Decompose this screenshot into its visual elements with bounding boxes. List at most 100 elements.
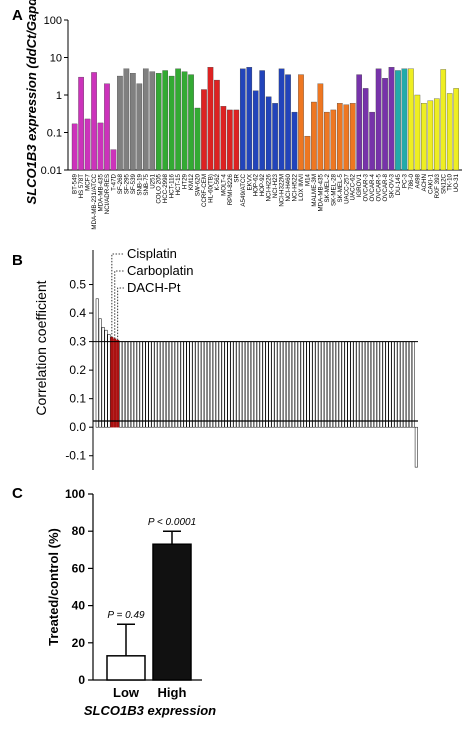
panel-a-bar — [84, 118, 91, 171]
panel-b-bar — [104, 329, 108, 428]
panel-a-x-tick-label: NCI-H226 — [266, 173, 273, 201]
panel-a-x-tick-label: HCC-2998 — [162, 173, 169, 203]
panel-a-y-tick-label: 0.01 — [41, 165, 62, 177]
panel-c-pvalue: P = 0.49 — [107, 610, 145, 621]
panel-b-bar — [335, 341, 339, 428]
panel-b-bar — [362, 341, 366, 428]
panel-a-x-tick-label: BT-549 — [72, 173, 79, 194]
panel-b-bar — [265, 341, 269, 428]
panel-b-bar — [206, 341, 210, 428]
panel-b-y-tick-label: 0.5 — [69, 278, 86, 292]
panel-a-bar — [265, 96, 272, 171]
panel-a-chart: SLCO1B3 expression (ddCt/Gapdh) 0.01 0.1 1… — [24, 0, 462, 230]
panel-b-bar — [280, 341, 284, 428]
panel-b-bar — [350, 341, 354, 428]
panel-c-xlabel: SLCO1B3 expression — [84, 703, 216, 718]
panel-b-bar — [327, 341, 330, 428]
panel-a-x-tick-label: PC-3 — [401, 173, 408, 188]
panel-b-bar — [411, 341, 415, 428]
panel-a-x-tick-label: SK-OV-3 — [389, 173, 396, 198]
panel-b-bar — [221, 341, 225, 428]
panel-a-bar — [453, 88, 459, 171]
panel-a-x-tick-label: HT29 — [182, 173, 189, 189]
panel-a-bar — [414, 94, 421, 171]
panel-a-bar — [395, 70, 401, 171]
panel-b-bar — [107, 334, 111, 428]
panel-b-bar — [414, 426, 418, 468]
panel-a-x-tick-label: 786-0 — [408, 173, 415, 189]
panel-b-bar — [230, 341, 234, 428]
panel-b-bar — [101, 327, 105, 428]
panel-b-bar — [370, 341, 374, 428]
panel-b-bar — [283, 341, 287, 428]
panel-a-bar — [149, 71, 156, 171]
panel-b-bar — [297, 341, 301, 428]
panel-a-x-tick-label: IGROV1 — [356, 173, 363, 197]
panel-a-bar — [298, 74, 304, 171]
panel-b-bar — [391, 341, 395, 428]
panel-a-bar — [272, 103, 278, 171]
panel-a-bar — [97, 122, 104, 171]
panel-b-bar — [186, 341, 190, 428]
panel-a-bar — [162, 70, 168, 171]
panel-a-x-tick-label: MDA-MB-435 — [317, 173, 324, 211]
panel-b-bar — [209, 341, 213, 428]
panel-b-bar — [253, 341, 257, 428]
panel-b-bar — [376, 341, 380, 428]
panel-b-chart: Correlation coefficient -0.1 0.0 0.1 0.2 0.3… — [33, 246, 418, 470]
panel-a-x-tick-label: RPMI-8226 — [227, 173, 234, 205]
panel-a-bar — [375, 68, 382, 171]
panel-a-x-tick-label: SR — [233, 173, 240, 182]
panel-b-bar — [274, 341, 278, 428]
panel-b-bar — [385, 341, 389, 428]
panel-a-bar — [291, 111, 298, 171]
panel-b-bar — [373, 341, 377, 428]
panel-a-bar — [155, 73, 162, 171]
panel-a-x-tick-label: CAKI-1 — [427, 173, 434, 194]
panel-b-bar — [95, 298, 99, 428]
panel-a-bar — [446, 93, 453, 171]
panel-a-x-tick-label: MCF7 — [85, 173, 92, 190]
panel-a-y-tick-label: 0.1 — [47, 128, 62, 140]
panel-a-bar — [427, 100, 434, 171]
panel-b-annotation-dach-pt: DACH-Pt — [127, 280, 181, 295]
panel-a-bar — [382, 78, 388, 171]
panel-b-bar — [174, 341, 178, 428]
panel-a-bar — [117, 75, 123, 171]
panel-a-bar — [239, 68, 246, 171]
panel-b-bar — [215, 341, 219, 428]
panel-c-y-tick-label: 60 — [72, 561, 86, 575]
panel-c-y-tick-label: 20 — [72, 636, 86, 650]
panel-b-bar — [321, 341, 325, 428]
panel-a-x-tick-label: COLO 205 — [156, 173, 163, 203]
panel-b-bar — [195, 341, 199, 428]
panel-a-x-tick-label: UO-31 — [453, 173, 460, 192]
panel-b-bar — [379, 341, 383, 428]
panel-a-bar — [78, 76, 84, 171]
panel-a-x-tick-label: MDA-MB-435 — [98, 173, 105, 211]
panel-b-bar — [157, 341, 161, 428]
panel-b-bar — [192, 341, 196, 428]
panel-a-x-tick-label: UACC-62 — [350, 173, 357, 200]
panel-b-bar — [183, 341, 187, 428]
panel-a-x-tick-label: NCI-H322M — [279, 174, 286, 207]
panel-a-x-tick-label: OVCAR-8 — [382, 173, 389, 201]
panel-b-bar — [338, 341, 342, 428]
panel-b-bar — [259, 341, 263, 428]
panel-b-bar — [408, 341, 412, 428]
panel-a-x-tick-label: MOLT-4 — [220, 173, 227, 195]
panel-b-bar — [98, 318, 102, 428]
panel-a-bar — [330, 109, 337, 171]
panel-b-bar — [166, 341, 169, 428]
panel-b-bar — [245, 341, 249, 428]
panel-b-bar — [198, 341, 202, 428]
panel-a-bar — [388, 67, 395, 171]
panel-a-x-tick-label: HOP-92 — [259, 173, 266, 196]
panel-a-x-tick-label: SF-295 — [123, 173, 130, 194]
panel-b-bar — [291, 341, 295, 428]
panel-a-x-tick-label: A549/ATCC — [240, 173, 247, 206]
panel-b-y-tick-label: 0.2 — [69, 363, 86, 377]
panel-c-ylabel: Treated/control (%) — [46, 528, 61, 646]
panel-a-bar — [201, 89, 207, 171]
panel-b-bar — [247, 341, 251, 428]
